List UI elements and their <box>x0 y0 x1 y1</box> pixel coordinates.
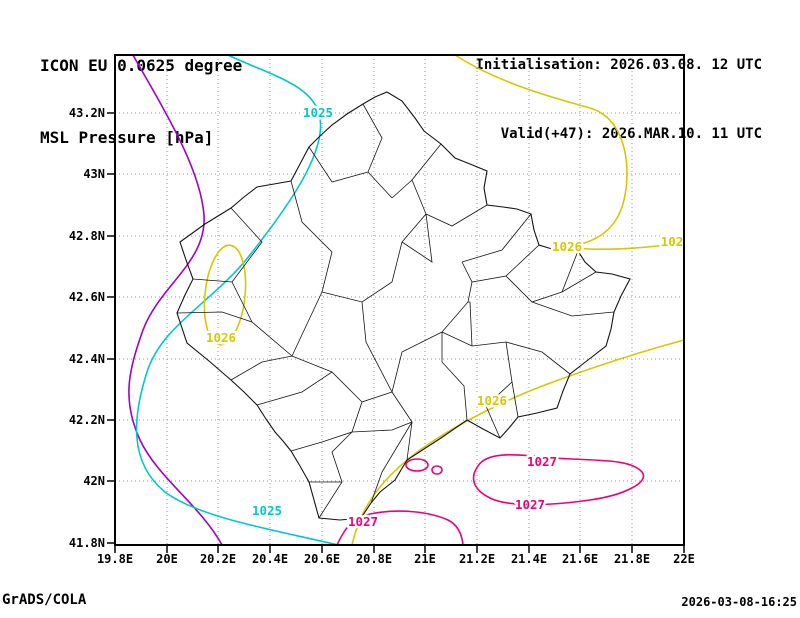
contour-label-1025-south: 1025 <box>252 503 282 518</box>
axis-ticks <box>107 112 685 553</box>
contour-1025-cyan <box>135 54 339 546</box>
y-axis-labels: 43.2N 43N 42.8N 42.6N 42.4N 42.2N 42N 41… <box>69 106 105 550</box>
contour-1026-yellow-northeast <box>454 54 685 251</box>
x-tick-label: 19.8E <box>97 552 133 566</box>
field-title: MSL Pressure [hPa] <box>40 128 214 147</box>
grid-horizontal-lines <box>115 112 684 482</box>
contour-labels: 1025 1025 1026 102 1026 1026 1027 1027 1… <box>203 103 685 532</box>
municipality-borders <box>176 103 615 519</box>
contour-label-1026-clipped: 102 <box>661 234 684 249</box>
contour-label-1026-south: 1026 <box>477 393 507 408</box>
contour-label-1026-east: 1026 <box>552 239 582 254</box>
x-tick-label: 20E <box>156 552 178 566</box>
x-tick-label: 20.8E <box>356 552 392 566</box>
x-tick-label: 22E <box>673 552 695 566</box>
contour-1026-yellow-west-loop <box>203 244 247 346</box>
kosovo-boundaries <box>176 91 631 521</box>
y-axis-ticks <box>107 112 115 544</box>
y-tick-label: 42.6N <box>69 290 105 304</box>
x-axis-ticks <box>114 545 685 553</box>
contour-1027-magenta-south <box>336 510 464 546</box>
grid-vertical-lines <box>166 55 633 545</box>
x-tick-label: 21E <box>414 552 436 566</box>
y-tick-label: 42.2N <box>69 413 105 427</box>
y-tick-label: 42.8N <box>69 229 105 243</box>
contour-magenta-small-loop-2 <box>431 465 443 475</box>
valid-time: Valid(+47): 2026.MAR.10. 11 UTC <box>500 126 762 142</box>
y-tick-label: 43N <box>83 167 105 181</box>
contour-label-1026-west: 1026 <box>206 330 236 345</box>
contour-magenta-small-loop-1 <box>405 458 429 472</box>
contour-1027-magenta-loop <box>472 454 645 506</box>
x-axis-labels: 19.8E 20E 20.2E 20.4E 20.6E 20.8E 21E 21… <box>97 552 695 566</box>
kosovo-outline <box>176 91 631 521</box>
contour-label-1027-loop-top: 1027 <box>527 454 557 469</box>
x-tick-label: 21.4E <box>511 552 547 566</box>
creation-timestamp: 2026-03-08-16:25 <box>681 595 797 609</box>
plot-border <box>114 54 685 546</box>
contour-1026-yellow-south <box>351 339 685 546</box>
x-tick-label: 20.4E <box>252 552 288 566</box>
header-left: ICON EU 0.0625 degree MSL Pressure [hPa] <box>40 6 242 198</box>
init-time: Initialisation: 2026.03.08. 12 UTC <box>475 57 762 73</box>
y-tick-label: 43.2N <box>69 106 105 120</box>
x-tick-label: 21.6E <box>562 552 598 566</box>
contour-purple-unlabeled <box>128 54 223 546</box>
model-title: ICON EU 0.0625 degree <box>40 56 243 75</box>
grid <box>115 55 684 545</box>
x-tick-label: 20.2E <box>200 552 236 566</box>
x-tick-label: 21.2E <box>459 552 495 566</box>
contours <box>128 54 685 546</box>
y-tick-label: 42N <box>83 474 105 488</box>
header-right: Initialisation: 2026.03.08. 12 UTC Valid… <box>475 8 762 192</box>
y-tick-label: 41.8N <box>69 536 105 550</box>
contour-label-1027-loop-bottom: 1027 <box>515 497 545 512</box>
contour-label-1025-north: 1025 <box>303 105 333 120</box>
contour-label-1027-southwest: 1027 <box>348 514 378 529</box>
grads-credit: GrADS/COLA <box>2 592 87 608</box>
x-tick-label: 21.8E <box>614 552 650 566</box>
y-tick-label: 42.4N <box>69 352 105 366</box>
x-tick-label: 20.6E <box>304 552 340 566</box>
